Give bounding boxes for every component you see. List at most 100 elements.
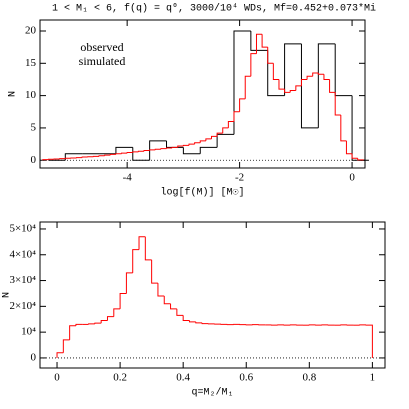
chart-title: 1 < M₁ < 6, f(q) = q⁰, 3000/10⁴ WDs, Mf=… — [52, 3, 376, 15]
histogram-bin — [205, 138, 212, 141]
histogram-bin — [62, 339, 70, 353]
histogram-bin — [216, 133, 234, 148]
histogram-bin — [115, 146, 133, 154]
histogram-bin — [151, 259, 158, 284]
y-tick-label: 5×10⁴ — [9, 222, 36, 234]
histogram-bin — [138, 236, 146, 250]
y-tick-label: 20 — [25, 25, 37, 37]
histogram-bin — [42, 159, 49, 161]
histogram-bin — [132, 151, 139, 153]
histogram-bin — [137, 150, 145, 152]
histogram-bin — [170, 303, 177, 310]
histogram-bin — [244, 75, 251, 99]
histogram-bin — [255, 33, 263, 54]
histogram-bin — [69, 325, 76, 340]
histogram-bin — [188, 320, 196, 323]
histogram-bin — [345, 140, 353, 155]
histogram-bin — [104, 154, 111, 156]
histogram-bin — [113, 308, 121, 317]
histogram-bin — [119, 292, 127, 309]
histogram-bin — [157, 283, 165, 297]
x-axis-label: q=M₂/M₁ — [191, 387, 233, 399]
y-tick-label: 10 — [25, 89, 37, 101]
histogram-bin — [177, 145, 184, 148]
histogram-bin — [98, 155, 105, 157]
y-tick-label: 10⁴ — [21, 326, 36, 338]
histogram-bin — [278, 79, 285, 90]
x-tick-label: 0.8 — [302, 372, 316, 384]
histogram-bin — [334, 43, 353, 97]
histogram-bin — [56, 352, 64, 358]
histogram-bin — [115, 153, 122, 155]
y-tick-label: 15 — [25, 57, 37, 69]
histogram-bin — [289, 89, 296, 93]
x-tick-label: 0 — [349, 172, 355, 184]
histogram-bin — [300, 78, 308, 86]
histogram-bin — [306, 75, 313, 80]
x-tick-label: -4 — [123, 172, 133, 184]
histogram-bin — [194, 142, 201, 145]
histogram-bin — [154, 148, 161, 150]
histogram-bin — [300, 43, 319, 129]
histogram-bin — [312, 72, 319, 77]
y-tick-label: 0 — [31, 351, 37, 363]
histogram-bin — [182, 144, 190, 147]
histogram-bin — [284, 89, 291, 93]
histogram-bin — [143, 150, 150, 152]
histogram-bin — [149, 140, 167, 161]
histogram-bin — [188, 143, 195, 146]
y-tick-label: 0 — [31, 154, 37, 166]
histogram-bin — [357, 158, 364, 161]
histogram-bin — [317, 43, 336, 128]
histogram-bin — [199, 140, 206, 143]
histogram-bin — [121, 152, 128, 154]
y-axis-label: N — [8, 91, 19, 97]
y-tick-label: 4×10⁴ — [9, 248, 36, 260]
histogram-bin — [88, 323, 95, 325]
histogram-bin — [239, 98, 246, 112]
histogram-bin — [210, 135, 218, 139]
histogram-bin — [176, 308, 184, 316]
histogram-bin — [149, 149, 156, 151]
legend-entry: observed — [80, 40, 123, 54]
histogram-bin — [261, 34, 268, 48]
histogram-bin — [144, 236, 152, 261]
histogram-bin — [109, 153, 116, 156]
histogram-bin — [323, 74, 330, 80]
x-tick-label: 0 — [54, 372, 60, 384]
histogram-bin — [100, 320, 108, 324]
histogram-bin — [182, 147, 201, 155]
histogram-bin — [334, 92, 341, 116]
histogram-bin — [250, 30, 268, 51]
y-axis-label: N — [2, 292, 13, 298]
histogram-bin — [233, 111, 240, 122]
histogram-bin — [267, 50, 285, 97]
histogram-bin — [272, 63, 279, 80]
y-tick-label: 2×10⁴ — [9, 300, 36, 312]
histogram-bin — [199, 146, 218, 154]
histogram-bin — [351, 153, 358, 159]
histogram-bin — [365, 324, 373, 358]
histogram-bin — [284, 43, 302, 96]
histogram-bin — [295, 85, 302, 91]
histogram-bin — [163, 296, 171, 305]
histogram-bin — [94, 322, 102, 324]
histogram-bin — [233, 30, 251, 135]
x-tick-label: 0.2 — [113, 372, 127, 384]
plot-frame — [39, 19, 366, 169]
histogram-bin — [317, 72, 324, 75]
x-axis-label: log[f(M)] [M☉] — [160, 187, 244, 199]
y-tick-label: 3×10⁴ — [9, 274, 36, 286]
x-tick-label: -2 — [235, 172, 244, 184]
histogram-bin — [75, 323, 83, 326]
histogram-bin — [267, 47, 274, 64]
histogram-bin — [340, 115, 347, 142]
histogram-bin — [125, 272, 133, 294]
histogram-bin — [126, 151, 133, 154]
y-tick-label: 5 — [31, 121, 37, 133]
histogram-bin — [227, 120, 234, 128]
histogram-bin — [216, 132, 223, 137]
histogram-bin — [329, 79, 336, 93]
